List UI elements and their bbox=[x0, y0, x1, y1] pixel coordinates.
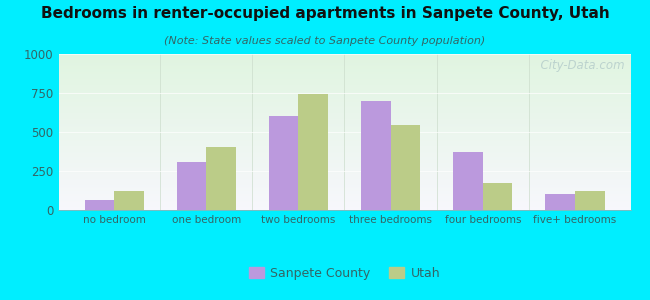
Bar bbox=[483, 183, 512, 210]
Bar bbox=[453, 152, 483, 210]
Bar bbox=[84, 200, 114, 210]
Legend: Sanpete County, Utah: Sanpete County, Utah bbox=[244, 262, 445, 285]
Bar bbox=[298, 94, 328, 210]
Text: (Note: State values scaled to Sanpete County population): (Note: State values scaled to Sanpete Co… bbox=[164, 36, 486, 46]
Text: City-Data.com: City-Data.com bbox=[533, 59, 625, 72]
Bar bbox=[269, 116, 298, 210]
Bar bbox=[361, 101, 391, 210]
Bar bbox=[545, 194, 575, 210]
Bar bbox=[575, 191, 604, 210]
Bar bbox=[114, 191, 144, 210]
Bar bbox=[391, 125, 420, 210]
Bar bbox=[206, 147, 236, 210]
Text: Bedrooms in renter-occupied apartments in Sanpete County, Utah: Bedrooms in renter-occupied apartments i… bbox=[40, 6, 610, 21]
Bar bbox=[177, 162, 206, 210]
